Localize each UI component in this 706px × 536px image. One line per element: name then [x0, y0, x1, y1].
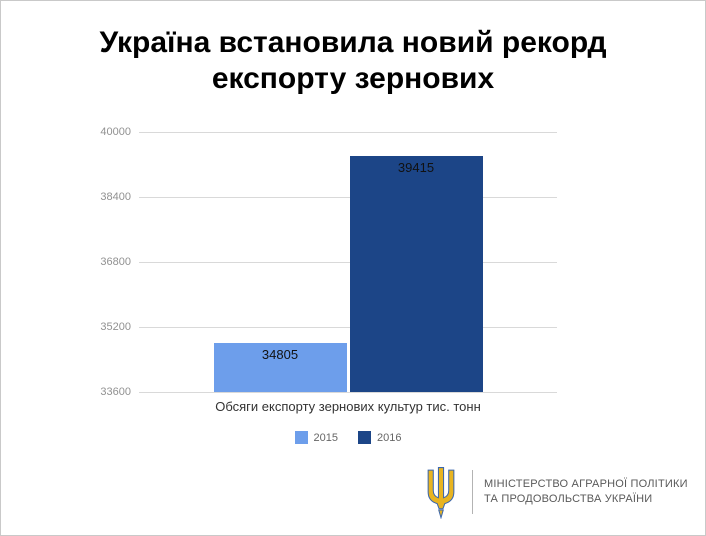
ministry-name-line1: МІНІСТЕРСТВО АГРАРНОЇ ПОЛІТИКИ: [484, 477, 688, 490]
gridline: [139, 262, 557, 263]
gridline: [139, 392, 557, 393]
bar-value-label: 39415: [397, 159, 435, 175]
legend-swatch: [294, 431, 308, 444]
plot-area: 34805 39415: [139, 132, 557, 393]
slide-title-line2: експорту зернових: [211, 62, 495, 95]
ministry-name: МІНІСТЕРСТВО АГРАРНОЇ ПОЛІТИКИ ТА ПРОДОВ…: [484, 477, 688, 508]
legend-label: 2016: [377, 431, 402, 444]
y-tick-label: 40000: [100, 126, 131, 138]
legend-label: 2015: [313, 431, 338, 444]
bar-2015: 34805: [213, 343, 347, 392]
legend-item-2015: 2015: [294, 431, 338, 444]
ministry-footer: МІНІСТЕРСТВО АГРАРНОЇ ПОЛІТИКИ ТА ПРОДОВ…: [421, 465, 688, 519]
y-tick-label: 35200: [100, 321, 131, 333]
legend-swatch: [358, 431, 371, 444]
gridline: [139, 197, 557, 198]
y-tick-label: 38400: [100, 191, 131, 203]
gridline: [139, 132, 557, 133]
trident-logo-icon: [427, 467, 455, 519]
slide-title: Україна встановила новий рекорд експорту…: [1, 25, 705, 97]
gridline: [139, 327, 557, 328]
x-axis-title: Обсяги експорту зернових культур тис. то…: [215, 399, 481, 414]
ministry-name-line2: ТА ПРОДОВОЛЬСТВА УКРАЇНИ: [484, 493, 653, 505]
y-axis: 33600 35200 36800 38400 40000: [79, 126, 131, 398]
footer-divider: [472, 470, 473, 514]
bar-2016: 39415: [349, 155, 483, 392]
y-tick-label: 33600: [100, 386, 131, 398]
legend-item-2016: 2016: [358, 431, 401, 444]
bar-value-label: 34805: [261, 347, 299, 363]
legend: 2015 2016: [139, 431, 557, 444]
bars: 34805 39415: [139, 132, 557, 392]
slide-title-line1: Україна встановила новий рекорд: [99, 26, 607, 59]
y-tick-label: 36800: [100, 256, 131, 268]
